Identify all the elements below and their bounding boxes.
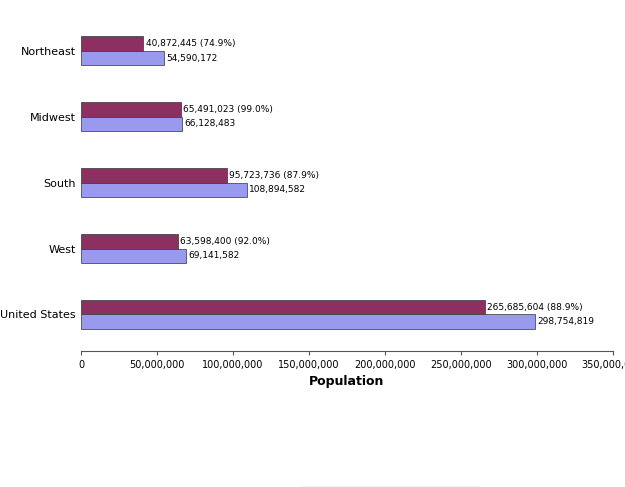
Text: 298,754,819: 298,754,819 — [537, 317, 594, 326]
Bar — [81, 183, 246, 197]
Bar — [81, 315, 535, 329]
Bar — [81, 37, 143, 51]
Text: 265,685,604 (88.9%): 265,685,604 (88.9%) — [487, 302, 582, 312]
Bar — [81, 117, 182, 131]
Bar — [81, 168, 226, 183]
Bar — [81, 300, 484, 315]
Text: 40,872,445 (74.9%): 40,872,445 (74.9%) — [146, 39, 235, 48]
Bar — [81, 102, 181, 117]
Bar — [81, 248, 186, 263]
Text: 69,141,582: 69,141,582 — [189, 251, 240, 260]
Text: 63,598,400 (92.0%): 63,598,400 (92.0%) — [180, 237, 270, 246]
Text: 66,128,483: 66,128,483 — [184, 119, 235, 129]
Bar — [81, 51, 164, 65]
Text: 108,894,582: 108,894,582 — [249, 186, 306, 194]
Text: 95,723,736 (87.9%): 95,723,736 (87.9%) — [229, 171, 319, 180]
X-axis label: Population: Population — [309, 375, 384, 388]
Text: 54,590,172: 54,590,172 — [166, 54, 217, 63]
Bar — [81, 234, 178, 248]
Text: 65,491,023 (99.0%): 65,491,023 (99.0%) — [183, 105, 272, 114]
